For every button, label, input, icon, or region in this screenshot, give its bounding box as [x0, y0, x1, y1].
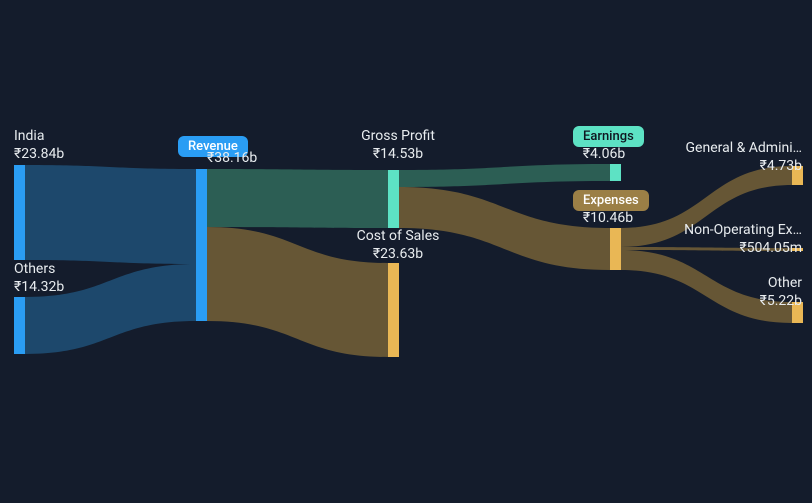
india-label: India ₹23.84b — [14, 128, 64, 163]
sankey-node-cost_of_sales — [388, 263, 399, 357]
other-label: Other ₹5.22b — [760, 275, 802, 310]
sankey-node-india — [14, 165, 25, 260]
general-admin-label: General & Admini… ₹4.73b — [686, 140, 802, 175]
earnings-chip: Earnings — [573, 126, 644, 147]
cost-of-sales-value: ₹23.63b — [357, 246, 440, 264]
india-name: India — [14, 128, 64, 146]
india-value: ₹23.84b — [14, 146, 64, 164]
sankey-link — [207, 169, 388, 228]
gross-profit-value: ₹14.53b — [361, 146, 435, 164]
others-value: ₹14.32b — [14, 279, 64, 297]
revenue-value: ₹38.16b — [207, 150, 257, 168]
expenses-chip: Expenses — [573, 190, 649, 211]
general-admin-value: ₹4.73b — [686, 158, 802, 176]
non-operating-name: Non-Operating Ex… — [684, 222, 802, 240]
gross-profit-label: Gross Profit ₹14.53b — [361, 128, 435, 163]
non-operating-value: ₹504.05m — [684, 240, 802, 258]
sankey-link — [399, 164, 610, 187]
sankey-node-gross_profit — [388, 170, 399, 228]
revenue-value-label: ₹38.16b — [207, 150, 257, 168]
cost-of-sales-name: Cost of Sales — [357, 228, 440, 246]
sankey-node-others — [14, 297, 25, 354]
general-admin-name: General & Admini… — [686, 140, 802, 158]
others-name: Others — [14, 261, 64, 279]
expenses-value-label: ₹10.46b — [583, 210, 633, 228]
earnings-value-label: ₹4.06b — [583, 146, 625, 164]
cost-of-sales-label: Cost of Sales ₹23.63b — [357, 228, 440, 263]
others-label: Others ₹14.32b — [14, 261, 64, 296]
sankey-node-earnings — [610, 164, 621, 181]
gross-profit-name: Gross Profit — [361, 128, 435, 146]
other-name: Other — [760, 275, 802, 293]
non-operating-label: Non-Operating Ex… ₹504.05m — [684, 222, 802, 257]
sankey-link — [25, 165, 196, 264]
sankey-node-expenses — [610, 228, 621, 270]
other-value: ₹5.22b — [760, 293, 802, 311]
earnings-value: ₹4.06b — [583, 146, 625, 164]
sankey-node-revenue — [196, 169, 207, 321]
sankey-chart: Revenue Earnings Expenses India ₹23.84b … — [0, 0, 812, 503]
expenses-value: ₹10.46b — [583, 210, 633, 228]
